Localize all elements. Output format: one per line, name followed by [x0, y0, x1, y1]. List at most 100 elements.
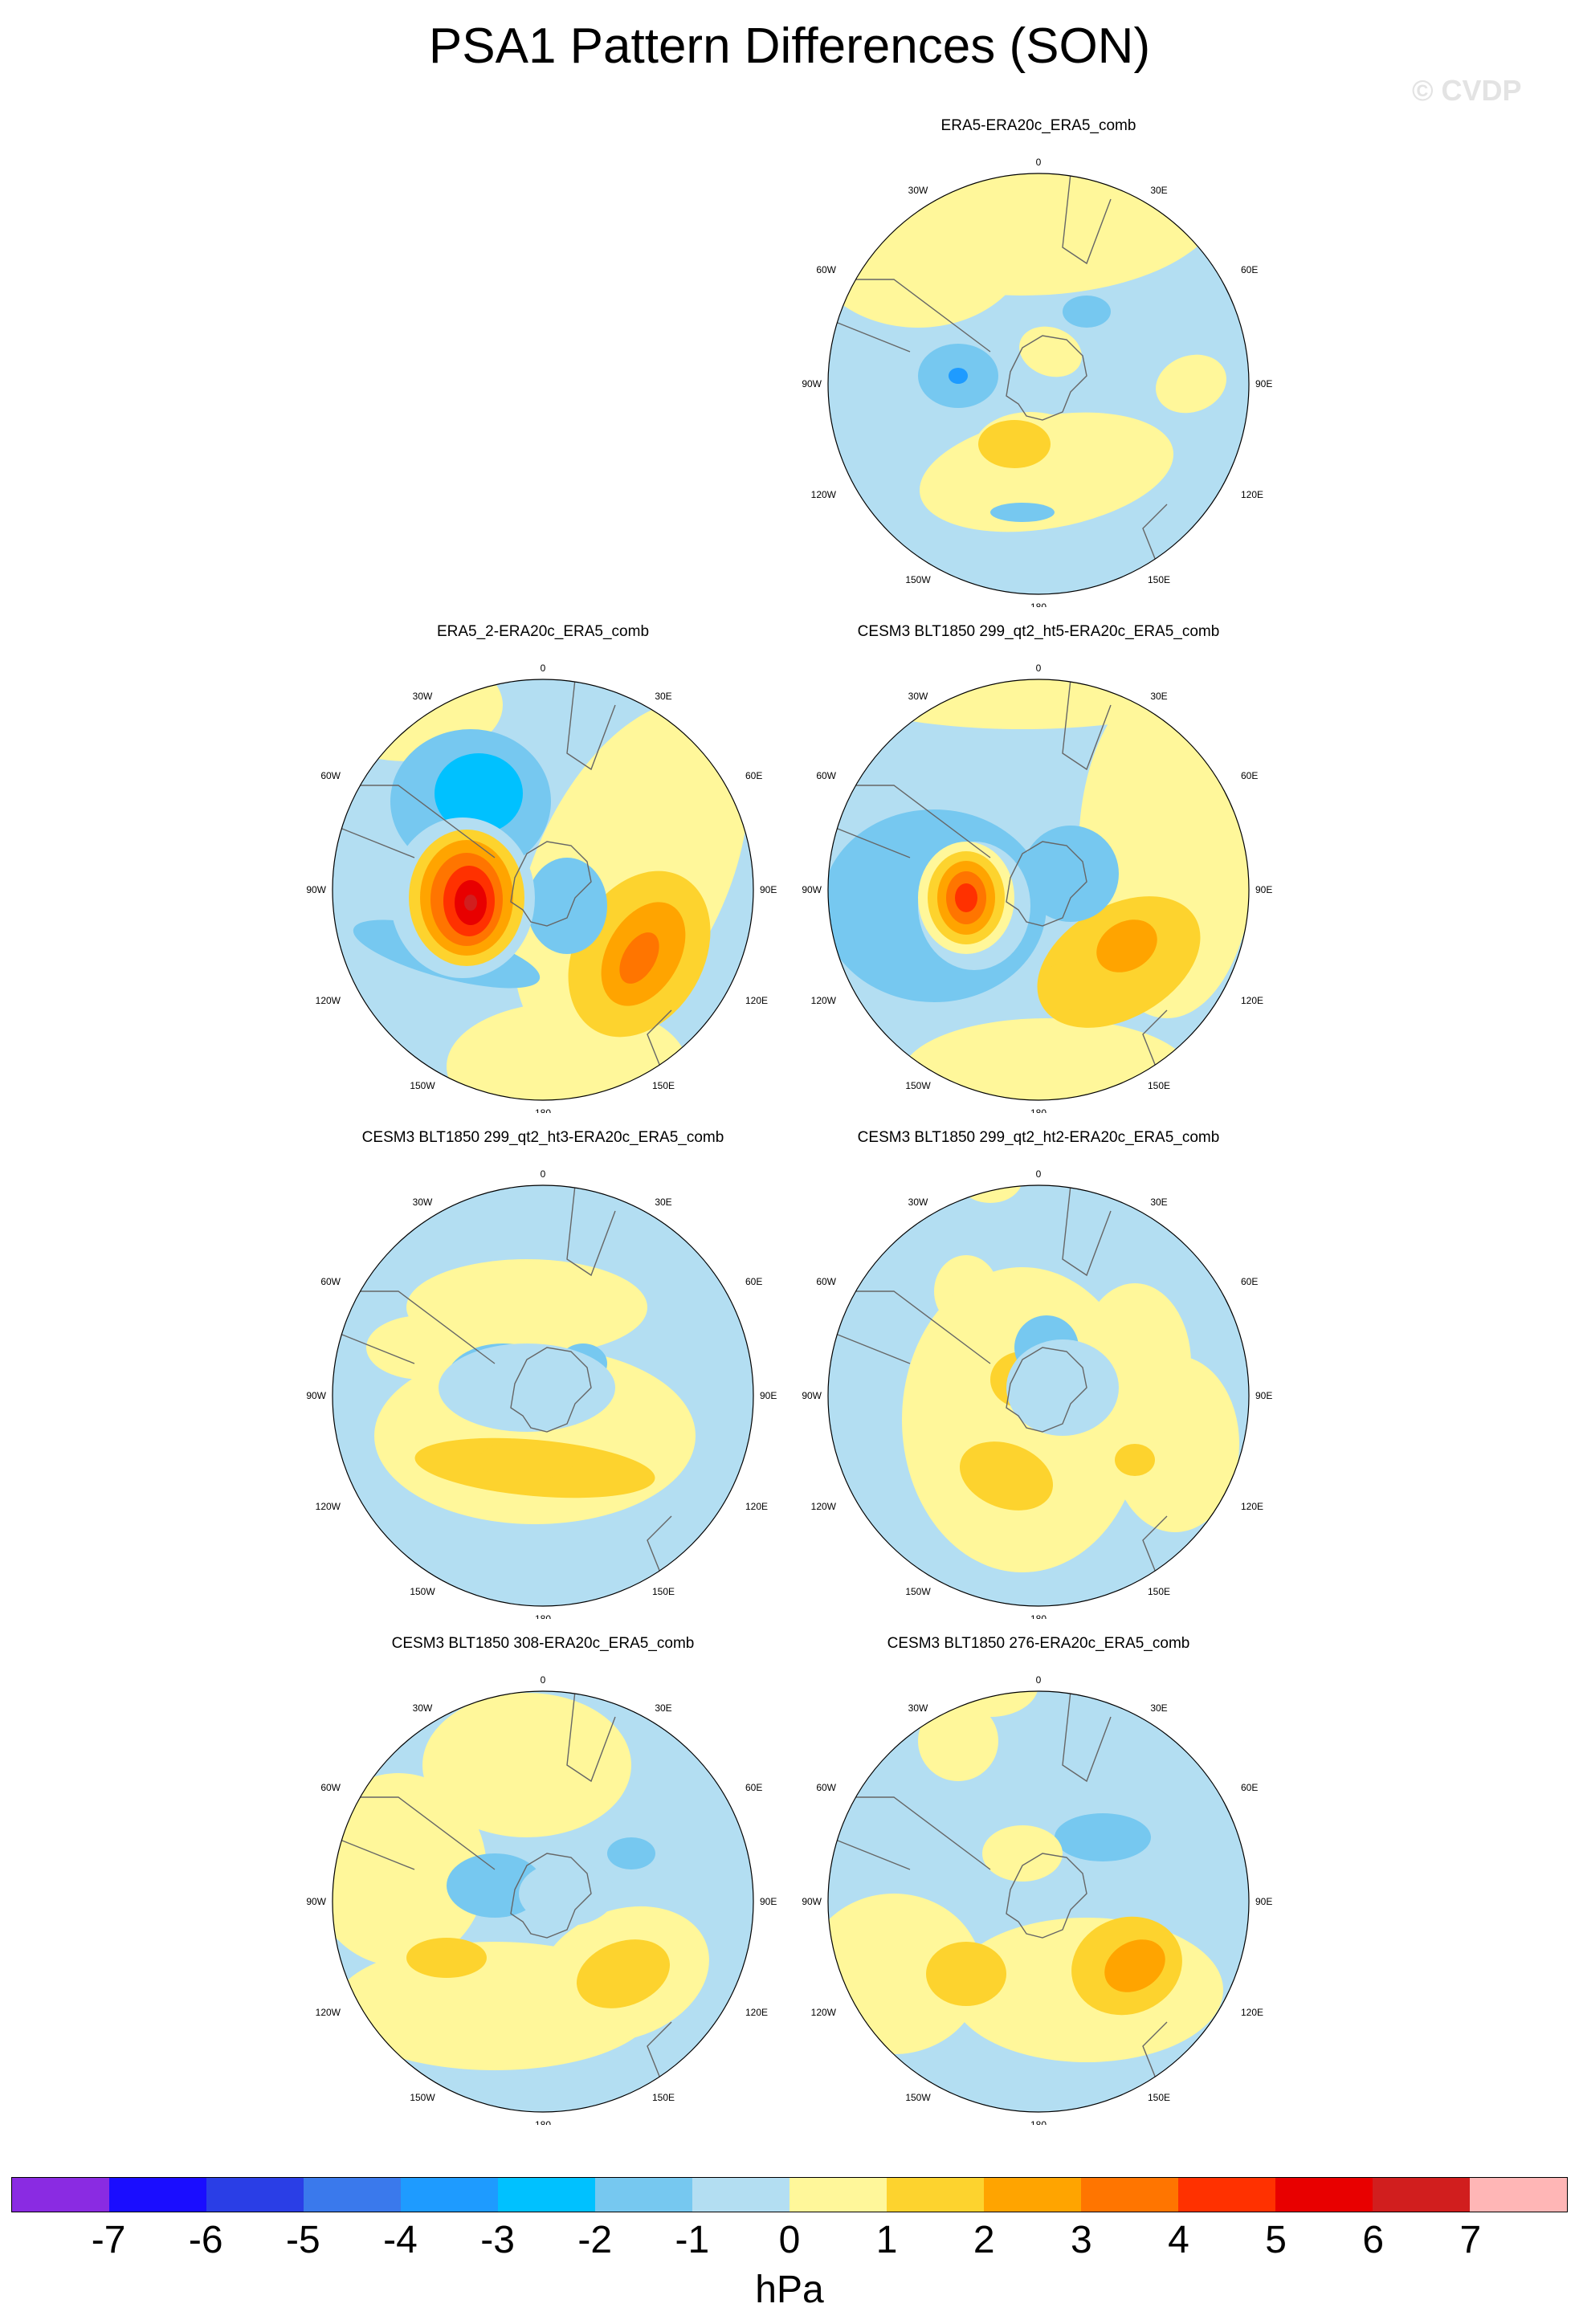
- contour-region: [435, 753, 523, 834]
- longitude-label: 90W: [306, 1390, 326, 1401]
- longitude-label: 60E: [1241, 770, 1258, 781]
- longitude-label: 0: [1036, 1674, 1042, 1686]
- contour-region: [1096, 919, 1157, 972]
- longitude-label: 30W: [908, 691, 928, 702]
- map-panel: ERA5_2-ERA20c_ERA5_comb 0 180 90W 90E 30W 60W 3…: [294, 623, 792, 1113]
- colorbar-segment: [887, 2178, 984, 2212]
- contour-region: [607, 1837, 655, 1869]
- coastline: [566, 1185, 616, 1277]
- watermark: © CVDP: [1412, 74, 1522, 107]
- longitude-label: 60W: [816, 1782, 836, 1793]
- longitude-label: 120W: [316, 995, 341, 1006]
- longitude-label: 180: [535, 1613, 551, 1619]
- longitude-label: 30E: [1150, 1702, 1167, 1714]
- contour-region: [333, 1773, 487, 1966]
- map-boundary: [827, 173, 1250, 595]
- map-panel: CESM3 BLT1850 299_qt2_ht2-ERA20c_ERA5_co…: [790, 1129, 1287, 1619]
- colorbar-tick-label: 0: [778, 2219, 801, 2261]
- longitude-label: 0: [541, 1674, 546, 1686]
- longitude-label: 60E: [1241, 1782, 1258, 1793]
- longitude-label: 150E: [652, 2092, 675, 2103]
- coastline: [350, 1796, 496, 1870]
- longitude-label: 150E: [1148, 574, 1170, 585]
- colorbar-segment: [206, 2178, 304, 2212]
- map-boundary: [827, 1184, 1250, 1607]
- longitude-label: 120W: [811, 2007, 837, 2018]
- colorbar-segment: [1373, 2178, 1470, 2212]
- colorbar-segment: [401, 2178, 498, 2212]
- longitude-label: 0: [1036, 663, 1042, 674]
- longitude-label: 120W: [316, 2007, 341, 2018]
- panel-title: ERA5-ERA20c_ERA5_comb: [940, 117, 1136, 134]
- longitude-label: 120E: [1241, 2007, 1263, 2018]
- coastline: [829, 319, 911, 353]
- panel-title: CESM3 BLT1850 299_qt2_ht2-ERA20c_ERA5_co…: [857, 1129, 1220, 1146]
- longitude-label: 180: [535, 1107, 551, 1113]
- map-panel: CESM3 BLT1850 308-ERA20c_ERA5_comb 0 180 90…: [294, 1635, 792, 2125]
- longitude-label: 30E: [655, 1197, 671, 1208]
- longitude-label: 150E: [1148, 1080, 1170, 1091]
- colorbar-tick-label: -7: [91, 2219, 126, 2261]
- colorbar-tick-label: 7: [1459, 2219, 1482, 2261]
- longitude-label: 90E: [1255, 378, 1272, 389]
- coastline: [1006, 1347, 1087, 1433]
- coastline: [333, 1837, 415, 1870]
- longitude-label: 90W: [306, 884, 326, 895]
- map-panel: CESM3 BLT1850 299_qt2_ht3-ERA20c_ERA5_co…: [294, 1129, 792, 1619]
- contour-region: [439, 1343, 615, 1432]
- longitude-label: 180: [1030, 2119, 1047, 2125]
- colorbar-segment: [790, 2178, 887, 2212]
- polar-map: 0 180 90W 90E 30W 60W 30E 60E 120W 150W 120E 150E: [802, 663, 1272, 1113]
- contour-region: [942, 1691, 1038, 1717]
- longitude-label: 150E: [652, 1586, 675, 1597]
- coastline: [333, 825, 415, 858]
- contour-region: [959, 1441, 1054, 1511]
- polar-map: 0 180 90W 90E 30W 60W 30E 60E 120W 150W 120E 150E: [802, 157, 1272, 607]
- coastline: [1006, 1853, 1087, 1939]
- contour-region: [955, 883, 977, 912]
- coastline: [1062, 679, 1112, 771]
- polar-map: 0 180 90W 90E 30W 60W 30E 60E 120W 150W 120E 150E: [306, 1168, 777, 1619]
- longitude-label: 120W: [811, 995, 837, 1006]
- coastline: [647, 1009, 672, 1075]
- longitude-label: 150W: [410, 1586, 435, 1597]
- colorbar-segment: [304, 2178, 401, 2212]
- longitude-label: 90E: [1255, 884, 1272, 895]
- coastline: [1062, 173, 1112, 265]
- longitude-label: 60E: [1241, 264, 1258, 275]
- longitude-label: 30W: [908, 1702, 928, 1714]
- colorbar-segment: [498, 2178, 595, 2212]
- longitude-label: 30E: [1150, 185, 1167, 196]
- polar-map: 0 180 90W 90E 30W 60W 30E 60E 120W 150W 120E 150E: [306, 663, 777, 1113]
- panel-title: CESM3 BLT1850 299_qt2_ht3-ERA20c_ERA5_co…: [361, 1129, 724, 1146]
- longitude-label: 150W: [905, 574, 931, 585]
- longitude-label: 150W: [905, 1080, 931, 1091]
- longitude-label: 90W: [802, 378, 822, 389]
- coastline: [510, 841, 592, 927]
- longitude-label: 30E: [1150, 691, 1167, 702]
- coastline: [829, 1331, 911, 1364]
- colorbar-segment: [1178, 2178, 1275, 2212]
- contour-region: [1055, 1813, 1151, 1861]
- colorbar-tick-label: 2: [973, 2219, 995, 2261]
- longitude-label: 30E: [655, 691, 671, 702]
- contour-region: [982, 1825, 1063, 1882]
- figure-title: PSA1 Pattern Differences (SON): [428, 18, 1151, 74]
- contour-region: [902, 1018, 1191, 1100]
- contour-region: [958, 1185, 1022, 1203]
- polar-map: 0 180 90W 90E 30W 60W 30E 60E 120W 150W 120E 150E: [306, 1674, 777, 2125]
- contour-region: [1038, 962, 1103, 1010]
- longitude-label: 30W: [413, 691, 433, 702]
- colorbar-units: hPa: [755, 2269, 824, 2311]
- colorbar-tick-label: 5: [1265, 2219, 1287, 2261]
- longitude-label: 30W: [908, 185, 928, 196]
- contour-region: [926, 1942, 1006, 2006]
- contour-region: [1063, 296, 1111, 328]
- colorbar-tick-label: -4: [383, 2219, 418, 2261]
- contour-region: [918, 1701, 998, 1781]
- contour-region: [1115, 1444, 1155, 1476]
- colorbar-segment: [1470, 2178, 1567, 2212]
- map-boundary: [332, 679, 754, 1101]
- longitude-label: 30E: [655, 1702, 671, 1714]
- longitude-label: 120W: [811, 489, 837, 500]
